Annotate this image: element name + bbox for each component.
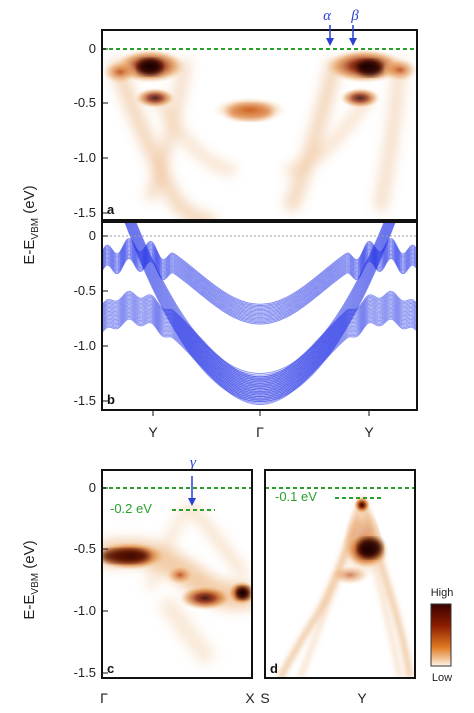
ytick-label: -0.5 — [74, 283, 96, 298]
panel-label-c: c — [107, 661, 114, 676]
ytick-label: -0.5 — [74, 95, 96, 110]
svg-text:β: β — [350, 8, 359, 24]
band-line — [102, 307, 417, 395]
band-line — [102, 247, 417, 314]
band-line — [102, 240, 417, 308]
panel-b: 0 -0.5 -1.0 -1.5 b Y Γ Y — [74, 221, 418, 440]
panel-a-intensity-map — [102, 49, 417, 220]
ytick-label: -1.5 — [74, 205, 96, 220]
panel-b-xticks: Y Γ Y — [148, 410, 374, 440]
panel-a: 0 -0.5 -1.0 -1.5 a α β — [74, 8, 418, 221]
xtick-label: S — [260, 690, 269, 706]
ytick-label: -1.0 — [74, 338, 96, 353]
colorbar-high-label: High — [431, 587, 454, 599]
band-line — [102, 244, 417, 312]
band-line — [127, 222, 393, 394]
colorbar-gradient — [430, 603, 452, 667]
band-line — [130, 222, 390, 386]
panel-c-xticks: Γ X — [100, 690, 255, 706]
band-line — [102, 239, 417, 306]
band-line — [102, 314, 417, 402]
panel-c: -0.2 eV γ 0 -0.5 -1.0 -1.5 c Γ X — [74, 455, 256, 706]
band-line — [102, 306, 417, 394]
band-line — [134, 222, 386, 376]
panel-c-yticks: 0 -0.5 -1.0 -1.5 — [74, 480, 108, 680]
band-line — [126, 222, 394, 398]
band-line — [133, 222, 387, 379]
band-line — [131, 222, 389, 383]
band-line — [102, 242, 417, 309]
ytick-label: -1.0 — [74, 603, 96, 618]
panel-a-frame — [101, 29, 418, 221]
ytick-label: 0 — [89, 41, 96, 56]
colorbar-low-label: Low — [432, 672, 452, 684]
panel-d-frame — [264, 469, 416, 679]
band-line — [133, 222, 387, 378]
alpha-marker: α — [323, 8, 334, 46]
panel-a-yticks: 0 -0.5 -1.0 -1.5 — [74, 41, 108, 220]
band-line — [102, 248, 417, 316]
beta-marker: β — [349, 8, 359, 46]
band-line — [128, 222, 392, 393]
band-line — [135, 222, 385, 374]
band-line — [102, 317, 417, 404]
band-line — [102, 301, 417, 388]
panel-d-xticks: S Y — [260, 690, 367, 706]
band-line — [131, 222, 389, 384]
panel-d-intensity-map — [277, 497, 413, 678]
ytick-label: 0 — [89, 480, 96, 495]
xtick-label: Y — [364, 424, 374, 440]
ytick-label: -0.5 — [74, 541, 96, 556]
band-line — [102, 251, 417, 318]
xtick-label: Γ — [256, 424, 264, 440]
ytick-label: 0 — [89, 228, 96, 243]
band-line — [102, 238, 417, 305]
xtick-label: Y — [357, 690, 367, 706]
band-line — [102, 243, 417, 311]
annotation-d: -0.1 eV — [275, 489, 317, 504]
panel-d: -0.1 eV d S Y — [260, 469, 416, 706]
xtick-label: Y — [148, 424, 158, 440]
panel-b-yticks: 0 -0.5 -1.0 -1.5 — [74, 228, 108, 408]
y-axis-label-top: E-EVBM (eV) — [21, 185, 41, 264]
band-line — [125, 222, 395, 399]
band-line — [129, 222, 391, 388]
band-line — [102, 318, 417, 405]
gamma-marker: γ — [188, 455, 197, 506]
xtick-label: Γ — [100, 690, 108, 706]
band-line — [102, 246, 417, 313]
band-line — [124, 222, 396, 402]
y-axis-label-bottom: E-EVBM (eV) — [21, 540, 41, 619]
band-line — [102, 252, 417, 320]
panel-label-a: a — [107, 202, 115, 217]
panel-b-band-structure — [102, 222, 417, 405]
band-line — [124, 222, 396, 401]
panel-c-intensity-map — [102, 501, 252, 666]
band-line — [102, 313, 417, 400]
band-line — [102, 293, 417, 380]
band-line — [126, 222, 394, 396]
band-line — [102, 255, 417, 322]
svg-text:α: α — [323, 8, 332, 24]
band-line — [102, 249, 417, 317]
xtick-label: X — [245, 690, 255, 706]
band-line — [132, 222, 388, 381]
ytick-label: -1.5 — [74, 665, 96, 680]
band-line — [102, 254, 417, 321]
svg-text:γ: γ — [190, 455, 197, 471]
annotation-c: -0.2 eV — [110, 501, 152, 516]
ytick-label: -1.0 — [74, 150, 96, 165]
ytick-label: -1.5 — [74, 393, 96, 408]
band-line — [102, 294, 417, 382]
band-line — [102, 300, 417, 387]
panel-c-frame — [101, 469, 253, 679]
band-line — [129, 222, 391, 389]
panel-label-b: b — [107, 392, 115, 407]
band-line — [128, 222, 392, 391]
panel-label-d: d — [270, 661, 278, 676]
colorbar: High Low — [430, 587, 454, 684]
